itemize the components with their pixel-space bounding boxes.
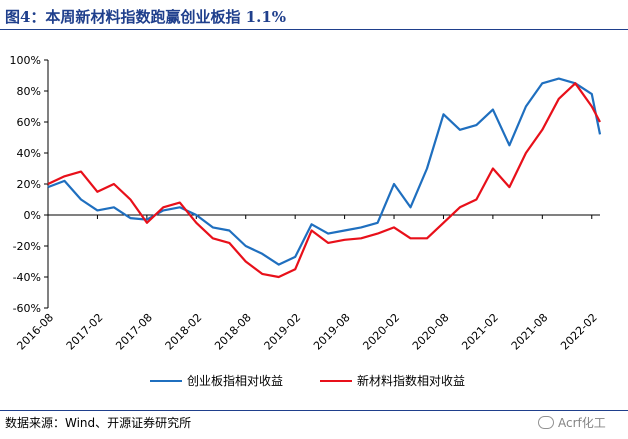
y-tick-label: 0% [24, 209, 41, 222]
x-tick-label: 2017-08 [113, 311, 155, 353]
legend-swatch-chinext [150, 379, 182, 382]
legend-label-new-materials: 新材料指数相对收益 [357, 374, 466, 388]
x-tick-label: 2018-08 [212, 311, 254, 353]
series-lines [47, 77, 602, 279]
wechat-icon [538, 416, 554, 429]
y-tick-label: 60% [17, 116, 41, 129]
legend-label-chinext: 创业板指相对收益 [187, 374, 284, 388]
x-tick-label: 2022-02 [558, 311, 600, 353]
watermark-text: Acrf化工 [558, 416, 606, 430]
x-tick-label: 2019-08 [311, 311, 353, 353]
y-tick-label: 80% [17, 85, 41, 98]
y-tick-label: -20% [13, 240, 41, 253]
x-tick-label: 2016-08 [14, 311, 56, 353]
y-tick-label: -60% [13, 302, 41, 315]
x-tick-label: 2020-02 [360, 311, 402, 353]
x-tick-label: 2021-08 [509, 311, 551, 353]
relative-return-line-chart: 100%80%60%40%20%0%-20%-40%-60% 2016-08 20… [10, 54, 602, 353]
x-tick-label: 2017-02 [64, 311, 106, 353]
x-tick-label: 2021-02 [459, 311, 501, 353]
source-divider [0, 410, 628, 411]
x-tick-label: 2018-02 [163, 311, 205, 353]
legend-item-chinext: 创业板指相对收益 [150, 372, 283, 389]
x-axis: 2016-08 2017-02 2017-08 2018-02 2018-08 2019-… [14, 214, 600, 353]
title-divider [0, 29, 628, 30]
y-tick-label: 40% [17, 147, 41, 160]
y-tick-label: 20% [17, 178, 41, 191]
legend-item-new-materials: 新材料指数相对收益 [320, 372, 465, 389]
y-tick-label: 100% [10, 54, 41, 67]
series-line-new-materials [47, 82, 601, 279]
x-tick-label: 2020-08 [410, 311, 452, 353]
series-line-chinext [47, 77, 602, 266]
legend: 创业板指相对收益 新材料指数相对收益 [150, 372, 550, 390]
figure-title: 图4：本周新材料指数跑赢创业板指 1.1% [5, 8, 287, 26]
x-tick-label: 2019-02 [262, 311, 304, 353]
y-tick-label: -40% [13, 271, 41, 284]
watermark: Acrf化工 [538, 414, 606, 431]
data-source-note: 数据来源：Wind、开源证券研究所 [5, 416, 192, 430]
y-axis: 100% 80% 60% 40% 20% 0% -20% -40% -60% [10, 54, 49, 315]
legend-swatch-new-materials [320, 379, 352, 382]
